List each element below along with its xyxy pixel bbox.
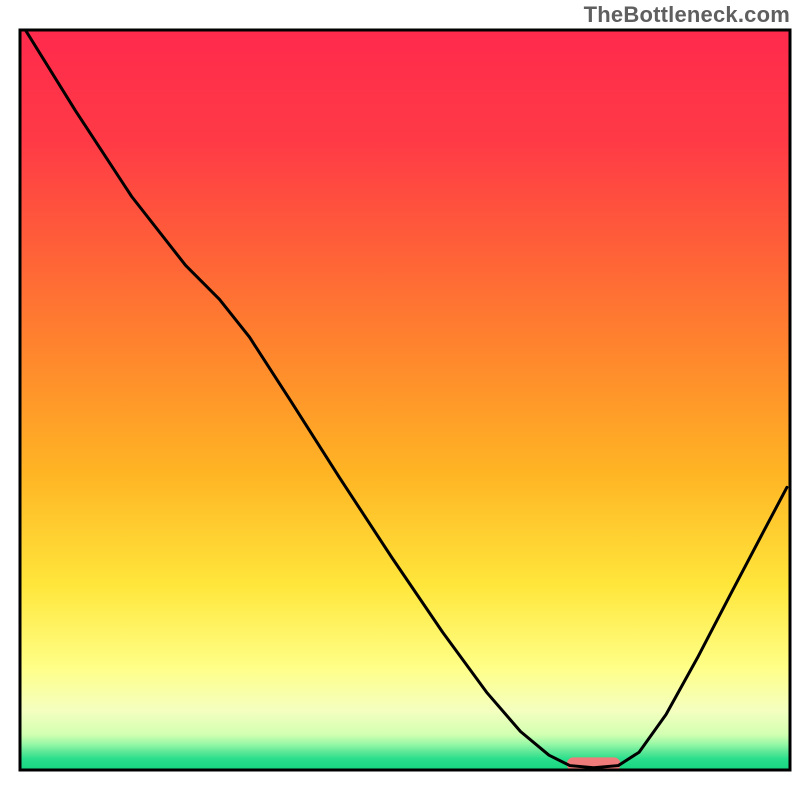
bottleneck-v-curve-chart: [0, 0, 800, 800]
gradient-background: [20, 30, 790, 770]
watermark-text: TheBottleneck.com: [584, 2, 790, 28]
chart-stage: TheBottleneck.com: [0, 0, 800, 800]
plot-area: [20, 30, 790, 771]
